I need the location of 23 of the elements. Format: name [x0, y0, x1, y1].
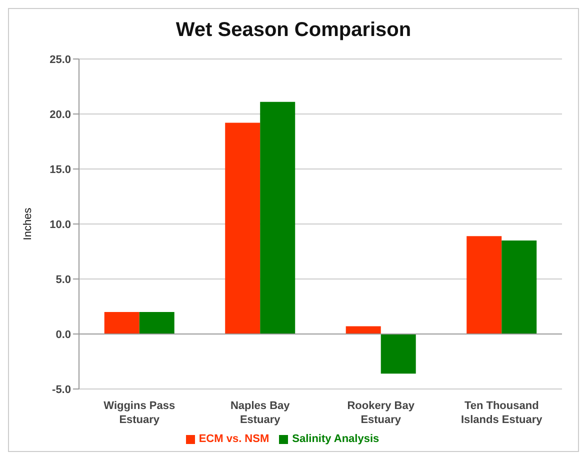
bar	[260, 102, 296, 334]
legend-label: Salinity Analysis	[292, 433, 380, 445]
y-tick-label: -5.0	[52, 384, 71, 396]
x-tick-label: Wiggins Pass Estuary	[104, 400, 176, 426]
bar	[139, 312, 174, 334]
bar	[104, 312, 140, 334]
y-axis-title: Inches	[22, 207, 34, 240]
legend-label: ECM vs. NSM	[198, 433, 270, 445]
x-tick-label: Naples Bay Estuary	[230, 400, 291, 426]
bar	[466, 236, 502, 334]
bar	[502, 240, 537, 334]
chart-title: Wet Season Comparison	[174, 18, 412, 43]
x-tick-label: Rookery Bay Estuary	[347, 400, 416, 426]
bar	[225, 122, 260, 334]
y-tick-label: 20.0	[50, 108, 71, 121]
bar	[346, 326, 381, 334]
y-tick-label: 25.0	[50, 54, 71, 66]
y-tick-label: 5.0	[56, 274, 71, 286]
bar	[380, 334, 416, 374]
y-tick-label: 10.0	[50, 218, 71, 231]
x-tick-label: Ten Thousand Islands Estuary	[460, 400, 544, 426]
y-tick-label: 0.0	[56, 328, 71, 341]
y-tick-label: 15.0	[50, 164, 71, 176]
